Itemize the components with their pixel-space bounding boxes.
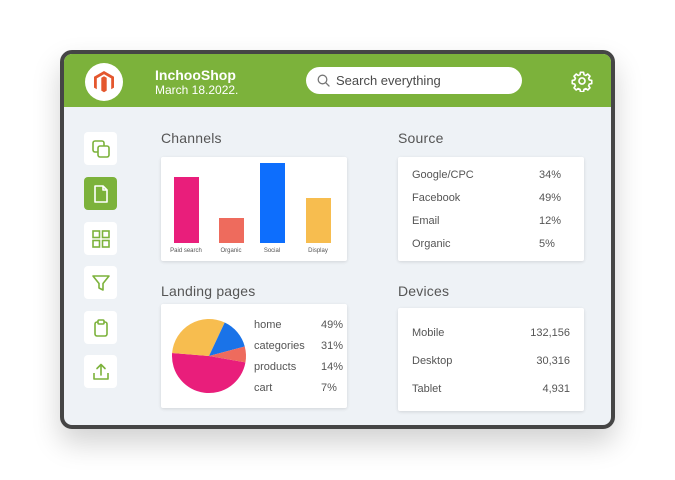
source-value: 49% [539, 192, 562, 204]
channel-bar-label: Social [263, 248, 281, 254]
magento-logo-icon [94, 71, 114, 93]
upload-icon [92, 363, 109, 380]
landing-value: 7% [321, 382, 337, 394]
channel-bar [305, 198, 331, 243]
channel-bar [173, 177, 199, 243]
landing-label: home [254, 319, 282, 331]
copy-icon [91, 139, 110, 158]
devices-title: Devices [398, 283, 450, 299]
devices-card: Mobile 132,156 Desktop 30,316 Tablet 4,9… [398, 308, 584, 411]
channel-bar-label: Organic [220, 248, 242, 254]
pie-slice-products [209, 322, 245, 356]
landing-label: products [254, 361, 297, 373]
sidebar-item-document[interactable] [84, 177, 117, 210]
device-value: 4,931 [542, 383, 570, 395]
gear-icon[interactable] [571, 70, 593, 92]
header-bar: InchooShop March 18.2022. [64, 54, 611, 107]
filter-icon [91, 274, 110, 291]
channels-title: Channels [161, 130, 222, 146]
sidebar-item-grid[interactable] [84, 222, 117, 255]
source-value: 12% [539, 215, 562, 227]
search-icon [317, 74, 330, 87]
search-input[interactable] [336, 71, 512, 90]
channel-bar-label: Paid search [170, 248, 202, 254]
channel-bar [259, 163, 285, 243]
landing-label: categories [254, 340, 305, 352]
device-value: 132,156 [530, 327, 570, 339]
source-value: 34% [539, 169, 562, 181]
sidebar-item-upload[interactable] [84, 355, 117, 388]
pie-slice-home [171, 353, 246, 394]
device-label: Desktop [412, 355, 453, 367]
source-value: 5% [539, 238, 555, 250]
landing-pages-title: Landing pages [161, 283, 256, 299]
landing-value: 14% [321, 361, 344, 373]
source-card: Google/CPC 34% Facebook 49% Email 12% Or… [398, 157, 584, 261]
source-label: Google/CPC [412, 169, 474, 181]
source-label: Email [412, 215, 440, 227]
sidebar-item-copy[interactable] [84, 132, 117, 165]
landing-label: cart [254, 382, 273, 394]
source-label: Facebook [412, 192, 461, 204]
landing-value: 31% [321, 340, 344, 352]
channel-bar [218, 218, 244, 243]
magento-logo[interactable] [85, 63, 123, 101]
shop-name: InchooShop [155, 67, 236, 83]
pie-slice-cart [209, 346, 247, 363]
landing-value: 49% [321, 319, 344, 331]
sidebar-item-clipboard[interactable] [84, 311, 117, 344]
device-label: Mobile [412, 327, 445, 339]
channel-bar-label: Display [308, 248, 328, 254]
landing-pages-pie-chart [171, 319, 247, 394]
channels-chart-card: Paid search Organic Social Display [161, 157, 347, 261]
device-label: Tablet [412, 383, 442, 395]
document-icon [93, 184, 108, 203]
sidebar-item-filter[interactable] [84, 266, 117, 299]
app-window: InchooShop March 18.2022. [60, 50, 615, 429]
source-title: Source [398, 130, 444, 146]
clipboard-icon [93, 318, 108, 337]
grid-icon [91, 229, 110, 248]
shop-date: March 18.2022. [155, 83, 239, 97]
device-value: 30,316 [536, 355, 570, 367]
source-label: Organic [412, 238, 451, 250]
pie-slice-categories [172, 319, 225, 356]
landing-pages-card: home 49% categories 31% products 14% car… [161, 304, 347, 408]
search-box[interactable] [306, 67, 522, 94]
